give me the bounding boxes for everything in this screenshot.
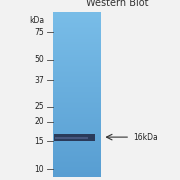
Text: Western Blot: Western Blot — [86, 0, 148, 8]
Bar — [54, 134, 95, 141]
Text: 50: 50 — [35, 55, 44, 64]
Text: 25: 25 — [35, 102, 44, 111]
Text: 10: 10 — [35, 165, 44, 174]
Text: 75: 75 — [35, 28, 44, 37]
Text: 20: 20 — [35, 117, 44, 126]
Bar — [55, 137, 88, 139]
Text: kDa: kDa — [29, 16, 44, 25]
Text: 16kDa: 16kDa — [133, 133, 158, 142]
Text: 15: 15 — [35, 137, 44, 146]
Text: 37: 37 — [35, 76, 44, 85]
